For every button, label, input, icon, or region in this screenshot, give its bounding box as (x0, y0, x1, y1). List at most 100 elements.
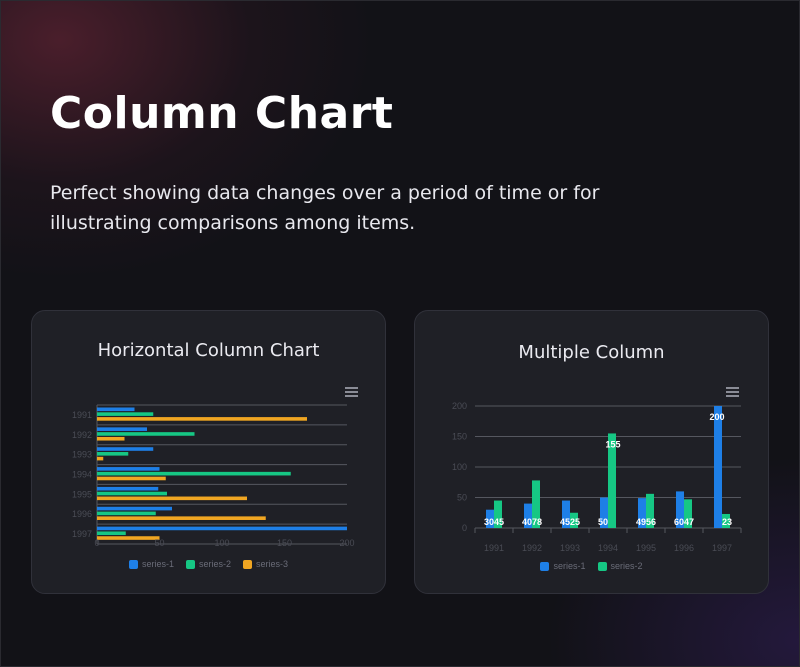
bar (97, 506, 172, 511)
legend-swatch (128, 559, 138, 569)
bar (676, 491, 684, 528)
hamburger-icon[interactable] (345, 387, 358, 397)
bar (570, 512, 578, 528)
legend-item[interactable]: series-2 (185, 559, 231, 569)
page-title: Column Chart (50, 88, 394, 139)
bar (97, 432, 195, 436)
bar (722, 513, 730, 528)
y-tick-label: 1991 (72, 410, 92, 420)
bar (714, 406, 722, 528)
data-label: 40 (522, 517, 532, 527)
y-tick-label: 200 (452, 401, 467, 411)
bar (97, 417, 307, 421)
page-subtitle: Perfect showing data changes over a peri… (50, 182, 600, 234)
bar (646, 493, 654, 528)
multiple-column-legend: series-1 series-2 (415, 561, 768, 571)
legend-item[interactable]: series-1 (128, 559, 174, 569)
legend-swatch (597, 561, 607, 571)
horizontal-chart-card: Horizontal Column Chart 1991 1992 1993 1994… (31, 310, 386, 594)
x-tick-label: 1994 (598, 543, 618, 553)
legend-label: series-2 (610, 561, 643, 571)
bar (600, 497, 608, 528)
x-tick-label: 1991 (484, 543, 504, 553)
horizontal-chart-legend: series-1 series-2 series-3 (32, 559, 385, 569)
x-tick-label: 50 (154, 538, 164, 548)
multiple-column-card: Multiple Column 0 50 100 150 200 1991 30 45 1992… (414, 310, 769, 594)
data-label: 56 (646, 517, 656, 527)
bar (97, 516, 266, 520)
bar (97, 526, 347, 531)
bar (532, 480, 540, 528)
bar (97, 496, 247, 501)
legend-item[interactable]: series-3 (243, 559, 288, 569)
y-tick-label: 100 (452, 462, 467, 472)
legend-item[interactable]: series-1 (540, 561, 586, 571)
x-tick-label: 1992 (522, 543, 542, 553)
x-tick-label: 1993 (560, 543, 580, 553)
bar (97, 536, 160, 540)
bar (97, 456, 104, 461)
hamburger-icon[interactable] (726, 387, 739, 397)
y-tick-label: 1994 (72, 470, 92, 480)
data-label: 78 (532, 517, 542, 527)
data-label: 155 (605, 439, 620, 449)
data-label: 49 (636, 517, 646, 527)
bar (97, 412, 154, 416)
legend-swatch (243, 559, 252, 569)
multiple-column-title: Multiple Column (518, 342, 665, 363)
bar (97, 467, 160, 471)
horizontal-chart-title: Horizontal Column Chart (97, 340, 320, 361)
bar (97, 436, 125, 441)
x-tick-label: 150 (277, 538, 292, 548)
bar (608, 433, 616, 528)
y-tick-label: 150 (452, 432, 467, 442)
bar (486, 509, 494, 528)
bar (97, 511, 156, 516)
y-tick-label: 1997 (72, 529, 92, 539)
x-tick-label: 0 (94, 538, 99, 548)
data-label: 47 (684, 517, 694, 527)
legend-label: series-3 (256, 559, 289, 569)
legend-swatch (185, 559, 195, 569)
data-label: 30 (484, 517, 494, 527)
bar (97, 531, 126, 536)
data-label: 45 (494, 517, 504, 527)
bar (97, 447, 154, 451)
data-label: 45 (560, 517, 570, 527)
legend-label: series-1 (553, 561, 586, 571)
bar (562, 500, 570, 528)
y-tick-label: 1995 (72, 489, 92, 499)
bar (524, 503, 532, 528)
bar (97, 486, 159, 491)
legend-label: series-1 (141, 559, 174, 569)
y-tick-label: 0 (462, 523, 467, 533)
y-tick-label: 1993 (72, 450, 92, 460)
data-label: 200 (709, 412, 724, 422)
data-label: 25 (570, 517, 580, 527)
x-tick-label: 200 (339, 538, 354, 548)
legend-item[interactable]: series-2 (597, 561, 643, 571)
legend-swatch (540, 561, 550, 571)
data-label: 50 (598, 517, 608, 527)
y-tick-label: 1992 (72, 430, 92, 440)
x-tick-label: 1997 (712, 543, 732, 553)
bar (494, 500, 502, 528)
y-tick-label: 1996 (72, 509, 92, 519)
bar (97, 471, 291, 476)
bar (97, 476, 166, 481)
data-label: 60 (674, 517, 684, 527)
x-tick-label: 1996 (674, 543, 694, 553)
y-tick-label: 50 (457, 493, 467, 503)
x-tick-label: 1995 (636, 543, 656, 553)
x-tick-label: 100 (214, 538, 229, 548)
legend-label: series-2 (198, 559, 231, 569)
bar (97, 407, 135, 412)
bar (97, 491, 167, 496)
bar (97, 427, 147, 431)
bar (638, 498, 646, 528)
data-label: 23 (722, 517, 732, 527)
bar (684, 499, 692, 528)
bar (97, 452, 129, 456)
